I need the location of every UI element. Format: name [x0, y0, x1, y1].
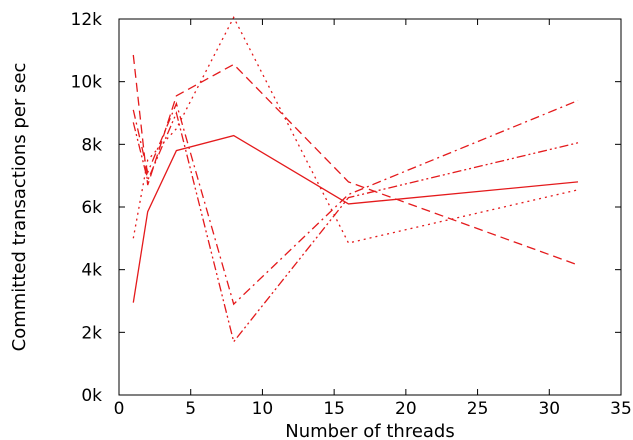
- y-tick-label: 0k: [81, 386, 102, 406]
- y-tick-label: 12k: [71, 10, 103, 30]
- x-tick-label: 35: [610, 399, 632, 419]
- x-tick-label: 0: [114, 399, 125, 419]
- series-line-4: [132, 99, 579, 306]
- x-axis-label: Number of threads: [285, 421, 454, 440]
- series-line-5: [132, 110, 579, 344]
- x-tick-label: 10: [252, 399, 274, 419]
- series-layer: [132, 15, 579, 344]
- y-tick-label: 6k: [81, 198, 102, 218]
- y-axis-label: Committed transactions per sec: [9, 63, 30, 352]
- y-tick-label: 2k: [81, 323, 102, 343]
- x-tick-label: 5: [185, 399, 196, 419]
- series-line-2: [132, 54, 579, 266]
- x-tick-label: 25: [467, 399, 489, 419]
- plot-frame: [118, 18, 622, 396]
- x-tick-label: 20: [395, 399, 417, 419]
- y-tick-label: 4k: [81, 261, 102, 281]
- y-tick-label: 8k: [81, 135, 102, 155]
- x-tick-label: 30: [538, 399, 560, 419]
- series-line-1: [132, 134, 579, 303]
- y-tick-label: 10k: [71, 73, 103, 93]
- x-tick-label: 15: [323, 399, 345, 419]
